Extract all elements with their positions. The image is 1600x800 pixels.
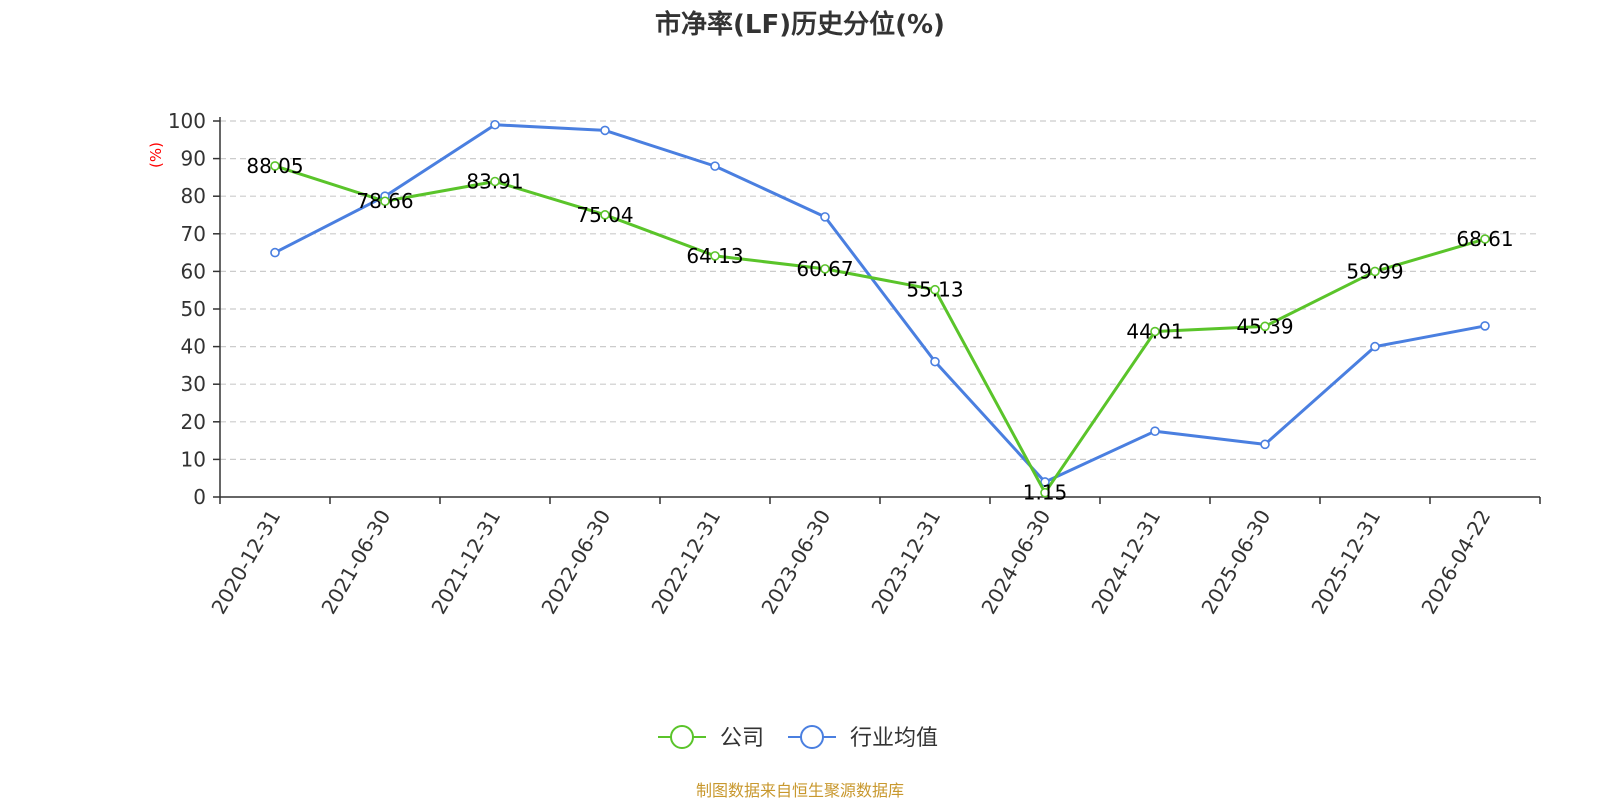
x-tick-label: 2024-12-31 — [1086, 506, 1165, 619]
x-tick-label: 2020-12-31 — [206, 506, 285, 619]
data-point[interactable] — [1260, 321, 1270, 332]
x-tick-label: 2026-04-22 — [1416, 506, 1495, 619]
data-point[interactable] — [270, 247, 280, 258]
y-tick-label: 60 — [181, 259, 206, 283]
data-point[interactable] — [1040, 487, 1050, 498]
x-tick-label: 2025-06-30 — [1196, 506, 1275, 619]
data-point[interactable] — [490, 119, 500, 130]
legend-item-0[interactable]: 公司 — [658, 725, 764, 751]
data-point[interactable] — [1150, 426, 1160, 437]
data-point[interactable] — [930, 356, 940, 367]
data-point[interactable] — [1040, 477, 1050, 487]
data-label: 78.66 — [356, 189, 413, 213]
data-point[interactable] — [710, 251, 720, 261]
data-label: 59.99 — [1346, 259, 1403, 283]
legend-label: 公司 — [720, 726, 764, 751]
data-point[interactable] — [1370, 341, 1380, 352]
series-line — [274, 164, 1486, 495]
y-tick-label: 50 — [181, 297, 206, 321]
y-tick-label: 80 — [181, 184, 206, 208]
series-line — [274, 123, 1486, 484]
data-label: 68.61 — [1456, 227, 1513, 251]
legend-marker — [800, 725, 824, 749]
legend-item-1[interactable]: 行业均值 — [788, 725, 938, 751]
data-point[interactable] — [1480, 234, 1490, 244]
x-tick-label: 2023-06-30 — [756, 506, 835, 619]
y-tick-label: 40 — [181, 335, 206, 359]
data-point[interactable] — [270, 161, 280, 171]
data-point[interactable] — [1260, 439, 1270, 450]
y-tick-label: 90 — [181, 147, 206, 171]
data-point[interactable] — [820, 212, 830, 222]
x-tick-label: 2024-06-30 — [976, 506, 1055, 619]
x-axis-ticks: 2020-12-31 2021-06-30 2021-12-31 2022-06-30… — [206, 497, 1541, 619]
data-point[interactable] — [490, 176, 500, 187]
x-tick-label: 2021-12-31 — [426, 506, 505, 619]
data-point[interactable] — [1150, 326, 1160, 337]
data-label: 45.39 — [1236, 314, 1293, 338]
y-axis-label: (%) — [147, 142, 165, 168]
data-point[interactable] — [1480, 321, 1490, 331]
data-point[interactable] — [600, 210, 610, 220]
legend-marker — [670, 725, 694, 749]
series-1 — [270, 119, 1490, 487]
grid-lines — [220, 120, 1540, 460]
data-label: 44.01 — [1126, 320, 1183, 344]
x-tick-label: 2022-12-31 — [646, 506, 725, 619]
data-labels: 88.05 78.66 83.91 75.04 64.13 60.67 55.13 1.15 4… — [246, 154, 1513, 505]
data-point[interactable] — [1370, 266, 1380, 277]
data-label: 55.13 — [906, 278, 963, 302]
y-tick-label: 0 — [193, 485, 206, 509]
y-tick-label: 70 — [181, 222, 206, 246]
data-label: 60.67 — [796, 257, 853, 281]
legend-label: 行业均值 — [850, 726, 938, 751]
y-tick-label: 30 — [181, 372, 206, 396]
data-point[interactable] — [380, 196, 390, 207]
y-tick-label: 100 — [168, 109, 206, 133]
x-tick-label: 2023-12-31 — [866, 506, 945, 619]
x-tick-label: 2025-12-31 — [1306, 506, 1385, 619]
data-label: 83.91 — [466, 169, 523, 193]
data-point[interactable] — [600, 125, 610, 136]
source-note: 制图数据来自恒生聚源数据库 — [696, 781, 904, 800]
data-label: 88.05 — [246, 154, 303, 178]
data-point[interactable] — [930, 284, 940, 295]
legend[interactable]: 公司 行业均值 — [658, 725, 938, 751]
data-label: 75.04 — [576, 203, 633, 227]
y-tick-label: 10 — [181, 447, 206, 471]
data-point[interactable] — [710, 161, 720, 171]
series-0 — [270, 161, 1490, 498]
x-tick-label: 2022-06-30 — [536, 506, 615, 619]
x-tick-label: 2021-06-30 — [316, 506, 395, 619]
series-layer — [270, 119, 1490, 498]
data-label: 1.15 — [1023, 481, 1068, 505]
data-label: 64.13 — [686, 244, 743, 268]
y-tick-label: 20 — [181, 410, 206, 434]
chart-title: 市净率(LF)历史分位(%) — [655, 9, 945, 40]
y-axis-ticks: 0 10 20 30 40 50 60 70 80 90 100 — [168, 109, 220, 509]
data-point[interactable] — [820, 264, 830, 274]
